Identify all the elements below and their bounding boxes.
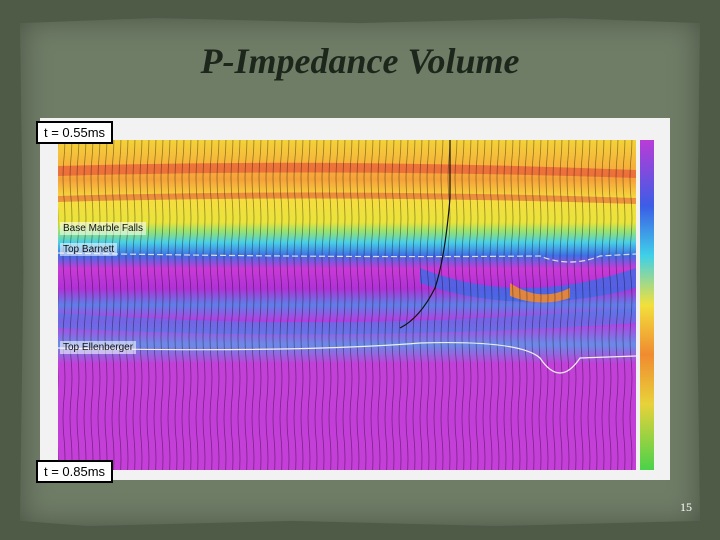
slide-title: P-Impedance Volume	[200, 41, 520, 81]
horizon-label: Top Barnett	[60, 243, 118, 256]
time-label-top: t = 0.55ms	[36, 121, 114, 144]
seismic-image	[40, 118, 670, 480]
horizon-label: Base Marble Falls	[60, 222, 147, 235]
time-label-bottom: t = 0.85ms	[36, 460, 114, 483]
page-number: 15	[680, 500, 692, 514]
horizon-label: Top Ellenberger	[60, 341, 137, 354]
